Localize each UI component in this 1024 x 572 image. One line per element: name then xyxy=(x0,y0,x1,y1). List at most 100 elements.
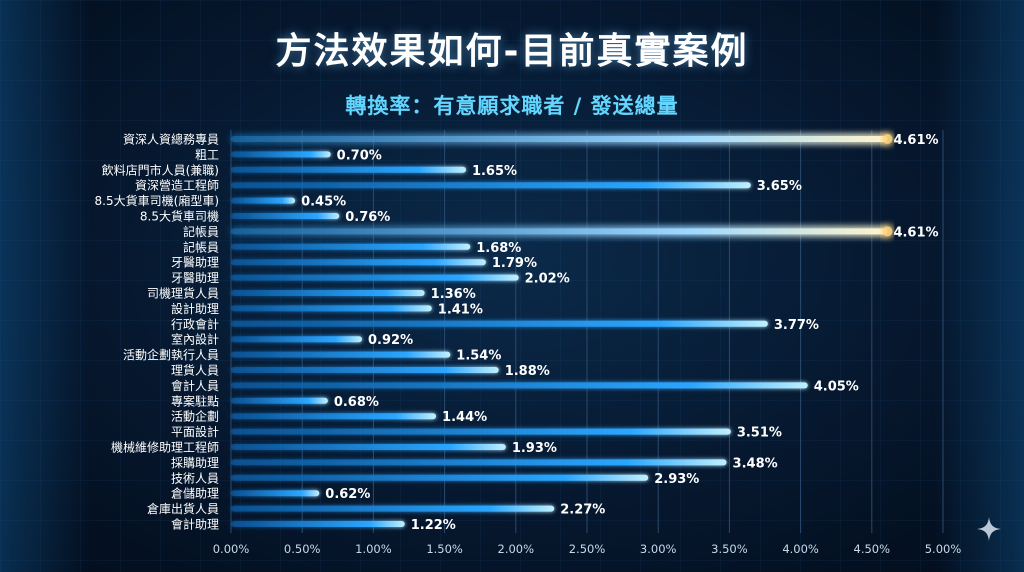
category-label: 會計人員 xyxy=(171,378,219,393)
category-label: 室內設計 xyxy=(171,332,219,347)
bar xyxy=(231,505,555,512)
category-label: 專案駐點 xyxy=(171,393,219,408)
category-label: 倉儲助理 xyxy=(171,486,219,501)
x-tick-label: 4.00% xyxy=(782,542,819,556)
x-tick-label: 1.50% xyxy=(426,542,463,556)
bar xyxy=(231,243,471,250)
bar xyxy=(231,397,328,404)
category-label: 行政會計 xyxy=(171,316,219,331)
value-label: 1.88% xyxy=(505,364,550,379)
bar xyxy=(231,197,296,204)
page-title: 方法效果如何-目前真實案例 xyxy=(275,31,749,72)
value-label: 3.65% xyxy=(757,179,802,194)
value-label: 2.02% xyxy=(525,272,570,287)
grid-lines xyxy=(230,130,944,533)
value-label: 1.41% xyxy=(438,302,483,317)
bar xyxy=(231,166,466,173)
bar xyxy=(231,274,519,281)
category-label: 活動企劃執行人員 xyxy=(123,347,219,362)
bar xyxy=(231,382,808,389)
value-label: 2.93% xyxy=(654,472,699,487)
bar xyxy=(231,428,731,435)
bar xyxy=(231,182,751,189)
value-label: 1.44% xyxy=(442,410,487,425)
category-label: 8.5大貨車司機 xyxy=(140,209,219,224)
value-label: 1.79% xyxy=(492,256,537,271)
bar xyxy=(231,367,499,373)
category-label: 8.5大貨車司機(廂型車) xyxy=(95,193,219,208)
value-label: 1.68% xyxy=(476,241,521,256)
value-label: 1.54% xyxy=(456,349,501,364)
bar xyxy=(231,259,486,266)
category-label: 會計助理 xyxy=(171,517,219,532)
value-labels: 4.61% 0.70% 1.65% 3.65% 0.45%0.76% 4.61% 1.68%… xyxy=(301,133,938,533)
bar xyxy=(231,413,437,420)
bar xyxy=(231,136,888,142)
x-tick-label: 3.50% xyxy=(711,542,748,556)
bar xyxy=(231,213,340,219)
bar xyxy=(231,305,432,312)
category-label: 設計助理 xyxy=(171,301,219,316)
value-label: 0.62% xyxy=(325,487,370,502)
category-label: 牙醫助理 xyxy=(171,256,219,270)
category-label: 記帳員 xyxy=(183,224,219,239)
bar xyxy=(231,351,451,358)
bar xyxy=(231,459,727,466)
category-label: 平面設計 xyxy=(171,424,219,439)
page-subtitle: 轉換率：有意願求職者 / 發送總量 xyxy=(345,94,679,118)
bar-highlight-glow xyxy=(882,134,893,144)
category-label: 記帳員 xyxy=(183,239,219,254)
value-label: 0.68% xyxy=(334,395,379,410)
value-label: 0.70% xyxy=(337,148,382,163)
bar xyxy=(231,151,331,158)
bars xyxy=(231,134,893,527)
x-tick-label: 2.00% xyxy=(498,542,535,556)
x-tick-label: 4.50% xyxy=(854,542,891,556)
bar xyxy=(231,228,888,235)
value-label: 3.48% xyxy=(733,456,778,471)
category-label: 技術人員 xyxy=(171,471,219,485)
bar xyxy=(231,336,363,343)
category-label: 理貨人員 xyxy=(171,363,219,378)
value-label: 1.22% xyxy=(411,518,456,533)
value-label: 3.51% xyxy=(737,426,782,441)
value-label: 0.92% xyxy=(368,333,413,348)
bar-highlight-glow xyxy=(882,226,893,237)
bar xyxy=(231,521,405,527)
bar xyxy=(231,290,425,296)
category-label: 粗工 xyxy=(195,148,219,162)
value-label: 0.45% xyxy=(301,195,346,210)
x-tick-label: 3.00% xyxy=(640,542,677,556)
x-tick-label: 0.50% xyxy=(284,542,321,556)
category-label: 司機理貨人員 xyxy=(147,286,219,301)
bar xyxy=(231,444,506,450)
value-label: 1.93% xyxy=(512,441,557,456)
value-label: 4.61% xyxy=(893,133,938,148)
category-label: 資深人資總務專員 xyxy=(123,132,219,147)
value-label: 0.76% xyxy=(345,210,390,225)
value-label: 1.65% xyxy=(472,164,517,179)
bar xyxy=(231,320,768,327)
category-label: 牙醫助理 xyxy=(171,271,219,285)
category-label: 活動企劃 xyxy=(171,409,219,424)
value-label: 4.05% xyxy=(814,379,859,394)
sparkle-icon xyxy=(977,517,1001,541)
x-tick-label: 1.00% xyxy=(355,542,392,556)
category-label: 資深營造工程師 xyxy=(135,178,219,193)
bar xyxy=(231,474,649,481)
category-label: 機械維修助理工程師 xyxy=(111,440,219,455)
category-label: 飲料店門市人員(兼職) xyxy=(102,162,219,177)
value-label: 1.36% xyxy=(431,287,476,302)
bar xyxy=(231,490,320,497)
x-tick-label: 0.00% xyxy=(213,542,250,556)
value-label: 2.27% xyxy=(560,503,605,518)
x-tick-label: 2.50% xyxy=(569,542,606,556)
category-labels: 資深人資總務專員粗工飲料店門市人員(兼職)資深營造工程師8.5大貨車司機(廂型車… xyxy=(95,132,219,532)
category-label: 採購助理 xyxy=(171,456,219,470)
x-axis-ticks: 0.00% 0.50% 1.00% 1.50% 2.00% 2.50% 3.00% 3.50%… xyxy=(213,542,962,556)
value-label: 4.61% xyxy=(893,225,938,240)
value-label: 3.77% xyxy=(774,318,819,333)
category-label: 倉庫出貨人員 xyxy=(147,501,219,516)
x-tick-label: 5.00% xyxy=(925,542,962,556)
